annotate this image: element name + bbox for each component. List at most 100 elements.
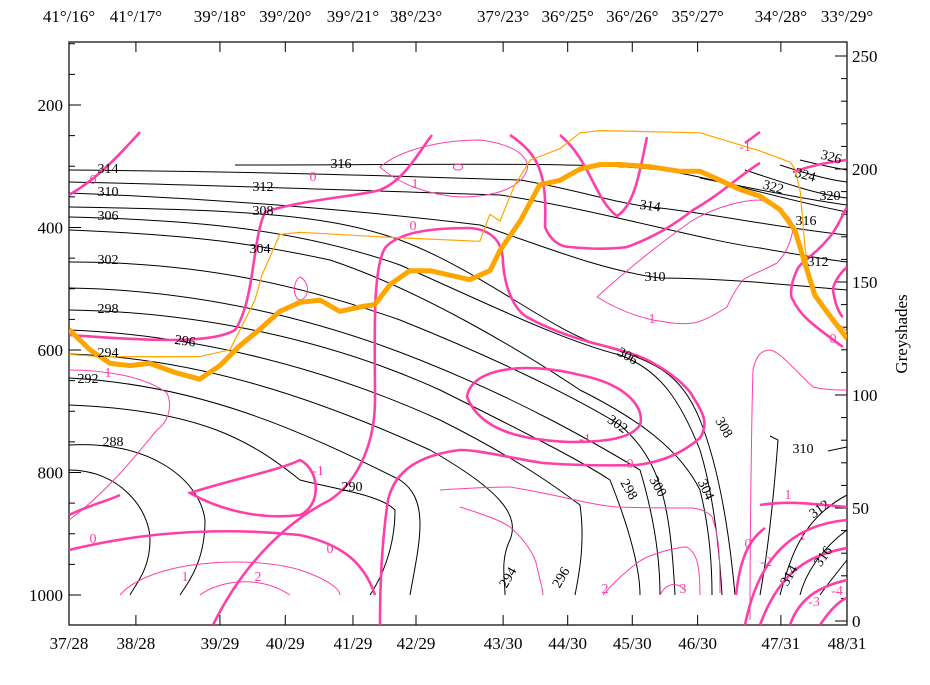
isentrope-326	[799, 159, 847, 171]
magenta-label: 1	[105, 366, 112, 381]
greyshades-tick-label: 50	[852, 499, 869, 518]
magenta-label: 0	[410, 219, 417, 234]
bottom-tick-label: 41/29	[334, 634, 373, 653]
magenta-label: 1	[649, 312, 656, 327]
bottom-tick-label: 44/30	[548, 634, 587, 653]
isentrope-label: 300	[645, 474, 668, 500]
top-tick-label: 38°/23°	[390, 7, 442, 26]
isentrope-310-lower	[759, 435, 847, 596]
bottom-tick-label: 43/30	[484, 634, 523, 653]
magenta-contour	[199, 581, 291, 596]
magenta-contour	[789, 206, 847, 349]
isentrope-label: 298	[616, 477, 639, 503]
greyshades-axis-label: Greyshades	[892, 294, 911, 373]
magenta-contour	[453, 163, 463, 171]
greyshades-series	[69, 130, 847, 382]
isentrope-314	[69, 169, 847, 236]
isentrope-322	[744, 169, 847, 199]
isentrope-label: 290	[342, 480, 363, 495]
magenta-contour	[459, 506, 544, 596]
isentrope-label: 308	[711, 415, 734, 441]
magenta-contour	[509, 130, 847, 250]
isentrope-label: 310	[98, 185, 119, 200]
magenta-label: -1	[312, 464, 324, 479]
bottom-tick-label: 47/31	[762, 634, 801, 653]
magenta-contour	[439, 486, 721, 594]
top-tick-label: 41°/17°	[110, 7, 162, 26]
isentrope-302	[69, 261, 676, 596]
magenta-label: 3	[680, 582, 687, 597]
greyshades-tick-label: 0	[852, 612, 861, 631]
greyshades-tick-label: 100	[852, 386, 878, 405]
magenta-contour	[379, 139, 528, 198]
pressure-tick-label: 400	[38, 219, 64, 238]
isentropes	[69, 159, 847, 596]
isentrope-label: 326	[819, 148, 843, 168]
pressure-tick-label: 800	[38, 464, 64, 483]
magenta-contour	[211, 226, 706, 625]
pressure-axis: 200 400 600 800 1000	[29, 43, 81, 605]
magenta-label: 0	[745, 537, 752, 552]
top-tick-label: 39°/20°	[259, 7, 311, 26]
isentrope-label: 314	[98, 162, 119, 177]
isentrope-300	[69, 287, 661, 596]
bottom-tick-label: 37/28	[50, 634, 89, 653]
magenta-label: 0	[627, 457, 634, 472]
magenta-contour	[69, 131, 141, 197]
magenta-contour	[831, 266, 847, 319]
top-tick-label: 36°/26°	[606, 7, 658, 26]
bottom-tick-label: 42/29	[397, 634, 436, 653]
magenta-label: -1	[794, 529, 806, 544]
top-tick-label: 39°/18°	[194, 7, 246, 26]
isentrope-label: 294	[497, 565, 520, 591]
isentrope-label: 304	[250, 242, 271, 257]
magenta-label: 2	[255, 570, 262, 585]
pressure-tick-label: 200	[38, 96, 64, 115]
isentrope-label: 302	[98, 253, 119, 268]
isentrope-label: 312	[808, 255, 829, 270]
magenta-contour	[734, 526, 766, 596]
magenta-contour	[69, 134, 434, 342]
isentrope-288	[69, 444, 206, 596]
isentrope-label: 324	[793, 166, 817, 186]
isentrope-label: 316	[812, 544, 836, 570]
magenta-label: 1	[182, 570, 189, 585]
greyshades-axis: 0 50 100 150 200 250	[835, 47, 878, 631]
magenta-label: 0	[327, 542, 334, 557]
isentrope-298	[69, 309, 641, 596]
isentrope-290	[69, 404, 396, 596]
series-line-greyshades-thin	[69, 130, 847, 358]
top-tick-label: 34°/28°	[755, 7, 807, 26]
bottom-tick-label: 46/30	[678, 634, 717, 653]
magenta-contour	[69, 530, 377, 596]
isentrope-label: 296	[174, 333, 197, 351]
isentrope-label: 306	[98, 209, 119, 224]
top-tick-label: 37°/23°	[477, 7, 529, 26]
top-tick-label: 39°/21°	[327, 7, 379, 26]
magenta-label: -3	[808, 595, 820, 610]
greyshades-tick-label: 250	[852, 47, 878, 66]
magenta-label: 1	[412, 177, 419, 192]
bottom-tick-label: 38/28	[117, 634, 156, 653]
magenta-contour	[749, 349, 847, 621]
greyshades-tick-label: 150	[852, 273, 878, 292]
magenta-label: 0	[830, 332, 837, 347]
isentrope-label: 310	[645, 270, 666, 285]
magenta-contour	[759, 501, 847, 509]
magenta-contour	[758, 546, 847, 625]
magenta-contour	[602, 546, 701, 596]
isentrope-286	[69, 469, 151, 596]
magenta-label: 2	[602, 582, 609, 597]
isentrope-308	[69, 206, 736, 596]
isentrope-labels: 314 310 306 302 298 294 292 288 316 312 …	[78, 148, 844, 591]
isentrope-label: 294	[98, 346, 119, 361]
isentrope-label: 292	[78, 372, 99, 387]
top-tick-label: 41°/16°	[43, 7, 95, 26]
top-tick-label: 35°/27°	[671, 7, 723, 26]
isentrope-label: 312	[807, 498, 833, 522]
magenta-label: -2	[760, 555, 772, 570]
magenta-contour	[69, 369, 170, 521]
isentrope-label: 288	[103, 435, 124, 450]
